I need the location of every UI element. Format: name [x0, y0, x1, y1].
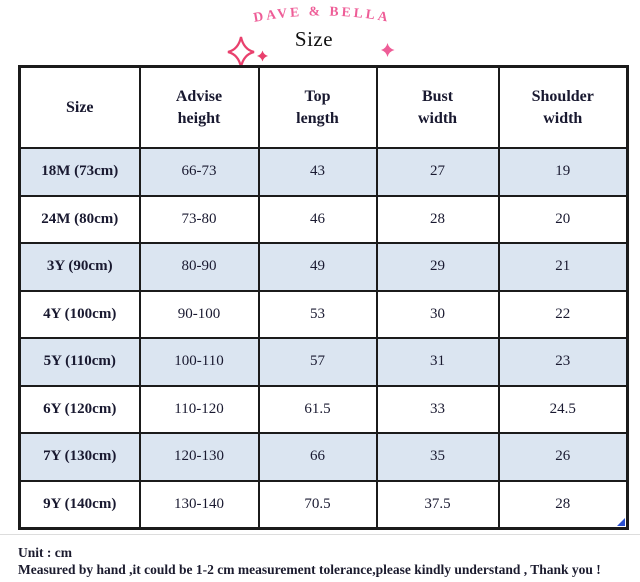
cell-value: 35	[375, 432, 500, 482]
cell-selection-marker-icon	[617, 518, 625, 526]
spreadsheet-gridline	[0, 534, 640, 535]
table-row: 24M (80cm) 73-80 46 28 20	[18, 194, 629, 244]
table-row: 7Y (130cm) 120-130 66 35 26	[18, 432, 629, 482]
cell-value: 73-80	[138, 194, 260, 244]
cell-value: 90-100	[138, 289, 260, 339]
row-size-label: 18M (73cm)	[18, 147, 141, 197]
cell-value: 28	[497, 479, 629, 530]
cell-value: 33	[375, 384, 500, 434]
cell-value: 80-90	[138, 242, 260, 292]
cell-value: 23	[497, 337, 629, 387]
table-row: 5Y (110cm) 100-110 57 31 23	[18, 337, 629, 387]
cell-value: 43	[257, 147, 378, 197]
cell-value: 46	[257, 194, 378, 244]
col-header-shoulder-width: Shoulder width	[497, 65, 629, 149]
row-size-label: 7Y (130cm)	[18, 432, 141, 482]
cell-value: 24.5	[497, 384, 629, 434]
col-header-size: Size	[18, 65, 141, 149]
cell-value: 19	[497, 147, 629, 197]
cell-value: 66	[257, 432, 378, 482]
row-size-label: 6Y (120cm)	[18, 384, 141, 434]
row-size-label: 3Y (90cm)	[18, 242, 141, 292]
cell-value: 30	[375, 289, 500, 339]
row-size-label: 5Y (110cm)	[18, 337, 141, 387]
cell-value: 29	[375, 242, 500, 292]
table-row: 18M (73cm) 66-73 43 27 19	[18, 147, 629, 197]
tolerance-note: Measured by hand ,it could be 1-2 cm mea…	[18, 562, 601, 577]
cell-value: 31	[375, 337, 500, 387]
table-row: 9Y (140cm) 130-140 70.5 37.5 28	[18, 479, 629, 530]
col-header-top-length: Top length	[257, 65, 378, 149]
table-row: 3Y (90cm) 80-90 49 29 21	[18, 242, 629, 292]
row-size-label: 4Y (100cm)	[18, 289, 141, 339]
cell-value: 66-73	[138, 147, 260, 197]
row-size-label: 9Y (140cm)	[18, 479, 141, 530]
cell-value: 37.5	[375, 479, 500, 530]
sparkle-icon-small	[257, 50, 268, 62]
cell-value: 61.5	[257, 384, 378, 434]
size-table-body: 18M (73cm) 66-73 43 27 19 24M (80cm) 73-80 46 28…	[18, 147, 629, 530]
cell-value: 57	[257, 337, 378, 387]
cell-value: 26	[497, 432, 629, 482]
cell-value: 53	[257, 289, 378, 339]
page-title: Size	[294, 27, 334, 51]
cell-value: 110-120	[138, 384, 260, 434]
brand-name: DAVE & BELLA	[252, 3, 392, 24]
cell-value: 20	[497, 194, 629, 244]
col-header-advise-height: Advise height	[138, 65, 260, 149]
size-table-container: Size Advise height Top length Bust width…	[18, 65, 629, 530]
col-header-bust-width: Bust width	[375, 65, 500, 149]
table-row: 6Y (120cm) 110-120 61.5 33 24.5	[18, 384, 629, 434]
cell-value: 100-110	[138, 337, 260, 387]
row-size-label: 24M (80cm)	[18, 194, 141, 244]
cell-value: 21	[497, 242, 629, 292]
cell-value: 27	[375, 147, 500, 197]
cell-value: 120-130	[138, 432, 260, 482]
cell-value: 130-140	[138, 479, 260, 530]
table-row: 4Y (100cm) 90-100 53 30 22	[18, 289, 629, 339]
footer-notes: Unit : cm Measured by hand ,it could be …	[18, 544, 601, 578]
unit-note: Unit : cm	[18, 545, 72, 560]
cell-value: 28	[375, 194, 500, 244]
cell-value: 49	[257, 242, 378, 292]
table-header-row: Size Advise height Top length Bust width…	[18, 65, 629, 149]
cell-value: 70.5	[257, 479, 378, 530]
size-table: Size Advise height Top length Bust width…	[18, 65, 629, 530]
cell-value: 22	[497, 289, 629, 339]
